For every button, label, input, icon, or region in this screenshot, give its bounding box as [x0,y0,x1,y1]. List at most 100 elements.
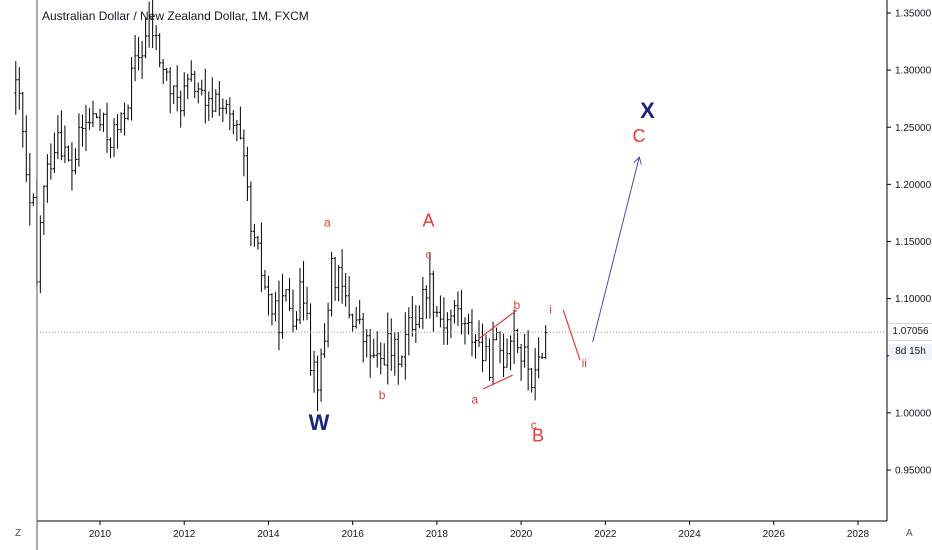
candle [137,36,141,71]
candle [168,67,172,114]
candle [509,335,513,371]
candle [207,91,211,121]
candle [351,313,355,332]
wave-label: a [471,393,478,407]
candle [302,261,306,321]
candle [70,142,74,191]
wave-label: X [640,98,655,123]
time-tick-label: 2010 [89,529,112,540]
candle [323,323,327,358]
candle [456,291,460,326]
candle [140,40,144,80]
candle [466,313,470,335]
candle [94,113,98,119]
wave-trendline [482,374,513,390]
candle [344,273,348,307]
time-tick-label: 2018 [426,529,449,540]
candle [52,132,56,174]
candle [17,66,21,110]
candle [526,330,530,391]
candle [45,154,49,203]
wave-label: c [531,418,537,432]
candle [445,312,449,345]
candle [245,146,249,202]
candle [530,367,534,393]
candle [102,112,106,132]
candle [256,235,260,250]
candle [280,274,284,339]
candle [319,348,323,402]
candle [31,193,35,206]
wave-label: b [379,388,386,402]
timezone-button[interactable]: Z [15,528,22,539]
time-tick-label: 2022 [594,529,617,540]
candle [298,268,302,325]
candle [421,277,425,330]
candle [361,312,365,363]
candle [133,34,137,82]
candle [347,276,351,319]
candle [505,338,509,368]
candle [116,114,120,149]
candle [393,331,397,376]
time-tick-label: 2026 [763,529,786,540]
candle [172,85,176,105]
candle [200,79,204,96]
wave-label: a [324,216,331,230]
wave-trendline [478,309,518,340]
candle [291,289,295,333]
candle [459,290,463,335]
candle [59,110,63,161]
wave-label: b [514,298,521,312]
candle [396,331,400,385]
wave-label: i [549,302,552,316]
candle [249,181,253,247]
price-tick-label: 1.00000 [895,408,932,419]
auto-scale-button[interactable]: A [906,528,913,539]
price-tick-label: 0.95000 [895,466,932,477]
time-tick-label: 2028 [847,529,870,540]
candle [175,65,179,112]
candle [473,334,477,359]
candle [537,337,541,379]
candle [151,0,155,49]
bar-countdown-tag: 8d 15h [889,344,932,360]
candle [259,222,263,292]
candle [186,73,190,100]
candle [203,68,207,124]
candle [424,285,428,319]
candle [386,312,390,385]
candle [533,347,537,401]
candle [410,296,414,337]
candle [24,115,28,183]
time-tick-label: 2020 [510,529,533,540]
wave-label: W [309,410,330,435]
candle [488,338,492,381]
candle [42,185,46,236]
candle [214,89,218,112]
candle [449,309,453,339]
candle [266,275,270,316]
candle [105,102,109,153]
candle [28,153,32,226]
candle [544,325,548,360]
candle [326,302,330,348]
time-tick-label: 2016 [342,529,365,540]
candle [358,299,362,325]
candle [123,102,127,136]
candle [73,148,77,175]
time-tick-label: 2024 [678,529,701,540]
candle [189,60,193,82]
candle [38,215,42,294]
candle [119,112,123,133]
candle [470,309,474,357]
price-tick-label: 1.15000 [895,237,932,248]
candle [193,70,197,99]
candle [354,306,358,329]
candle [196,82,200,104]
candle [389,318,393,371]
projection-arrow [592,158,639,343]
